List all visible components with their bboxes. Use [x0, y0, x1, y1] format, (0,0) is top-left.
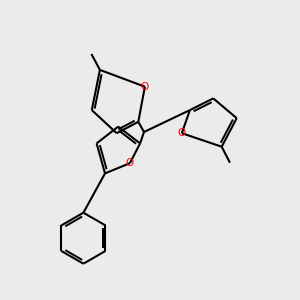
Text: O: O [178, 128, 186, 138]
Text: O: O [126, 158, 134, 168]
Text: O: O [141, 82, 149, 92]
